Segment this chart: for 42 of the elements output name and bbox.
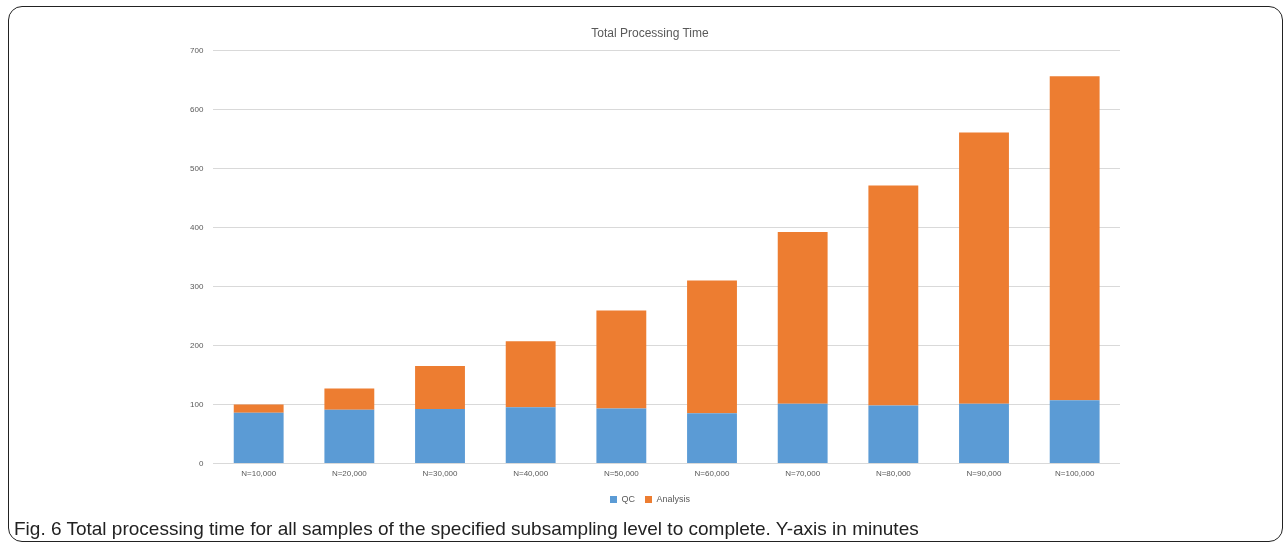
bar: [777, 403, 828, 463]
x-tick-label: N=50,000: [603, 469, 640, 479]
bar: [233, 412, 284, 463]
bar: [687, 413, 737, 463]
y-tick-label: 300: [189, 281, 204, 291]
y-tick-label: 400: [189, 222, 204, 232]
bar: [324, 409, 375, 463]
chart-title: Total Processing Time: [591, 25, 710, 40]
bar: [959, 403, 1009, 463]
bar: [596, 408, 647, 463]
y-tick-label: 700: [189, 45, 204, 55]
x-tick-label: N=100,000: [1054, 469, 1095, 479]
x-tick-label: N=90,000: [966, 469, 1003, 479]
x-tick-label: N=20,000: [331, 469, 368, 479]
y-tick-label: 200: [189, 340, 204, 350]
bar: [505, 407, 556, 463]
bar: [1049, 400, 1100, 463]
bar: [777, 232, 828, 404]
y-tick-label: 100: [189, 399, 204, 409]
x-tick-label: N=80,000: [875, 469, 912, 479]
bar: [505, 341, 556, 408]
caption: Fig. 6 Total processing time for all samples of the specified subsampling level to complete. Y-axis in minutes: [14, 518, 919, 540]
x-tick-label: N=70,000: [785, 469, 821, 479]
bar: [415, 366, 465, 410]
legend-label: QC: [621, 493, 636, 504]
bar: [233, 404, 284, 413]
x-tick-label: N=30,000: [422, 469, 459, 479]
y-tick-label: 600: [189, 104, 204, 114]
bar: [324, 388, 375, 410]
legend-label: Analysis: [656, 493, 691, 504]
x-tick-label: N=10,000: [241, 469, 277, 479]
y-tick-label: 500: [189, 163, 204, 173]
x-tick-label: N=60,000: [694, 469, 731, 479]
bar: [868, 185, 919, 406]
bar: [415, 409, 465, 463]
bar: [1049, 76, 1100, 401]
y-tick-label: 0: [198, 458, 204, 468]
x-tick-label: N=40,000: [513, 469, 549, 479]
bar: [687, 280, 737, 414]
bar: [868, 405, 919, 463]
bar: [596, 310, 647, 409]
bar: [959, 132, 1009, 404]
